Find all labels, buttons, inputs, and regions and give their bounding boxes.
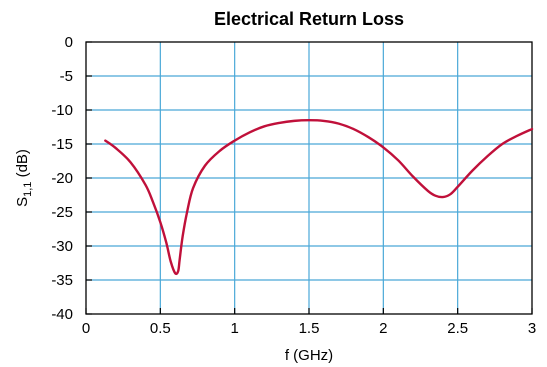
data-point <box>516 135 518 137</box>
data-point <box>293 120 295 122</box>
data-point <box>449 193 451 195</box>
data-point <box>192 187 194 189</box>
data-point <box>170 261 172 263</box>
data-point <box>531 128 533 130</box>
data-point <box>248 131 251 134</box>
data-point <box>471 169 474 172</box>
y-tick-labels: 0 -5 -10 -15 -20 -25 -30 -35 -40 <box>51 34 73 323</box>
grid-lines <box>86 42 532 314</box>
y-tick-label: -5 <box>60 68 73 85</box>
data-point <box>263 125 265 127</box>
data-point <box>457 186 459 188</box>
y-axis-label-unit: (dB) <box>14 149 31 182</box>
data-point <box>204 165 206 167</box>
x-tick-labels: 0 0.5 1 1.5 2 2.5 3 <box>82 320 536 337</box>
data-point <box>104 140 106 142</box>
y-tick-label: 0 <box>65 34 73 51</box>
data-point <box>186 211 188 213</box>
y-tick-label: -40 <box>51 306 73 323</box>
data-point <box>434 195 436 197</box>
series-line <box>104 119 534 276</box>
data-point <box>367 136 370 138</box>
x-tick-label: 0 <box>82 320 90 337</box>
y-axis-label-subscript: 1,1 <box>22 182 34 197</box>
data-point <box>308 119 310 121</box>
y-tick-label: -20 <box>51 170 73 187</box>
data-point <box>338 123 340 125</box>
plot-frame <box>85 41 533 315</box>
x-tick-label: 3 <box>528 320 536 337</box>
y-tick-label: -35 <box>51 272 73 289</box>
x-tick-label: 2.5 <box>447 320 468 337</box>
chart-title: Electrical Return Loss <box>214 9 404 29</box>
data-point <box>159 221 161 223</box>
data-point <box>412 176 414 178</box>
y-tick-label: -25 <box>51 204 73 221</box>
data-point <box>177 270 179 272</box>
series-layer <box>104 119 534 276</box>
data-point <box>182 235 184 238</box>
data-point <box>174 272 176 274</box>
y-axis-label: S1,1 (dB) <box>14 149 34 207</box>
data-point <box>427 190 429 192</box>
data-point <box>130 161 132 163</box>
data-point <box>115 147 117 149</box>
x-tick-label: 1.5 <box>299 320 320 337</box>
data-point <box>501 143 503 145</box>
data-point <box>442 196 444 198</box>
data-point <box>179 259 181 261</box>
y-tick-label: -15 <box>51 136 73 153</box>
data-point <box>144 184 147 186</box>
data-point <box>397 159 399 161</box>
data-point <box>278 122 280 124</box>
data-point <box>234 140 236 142</box>
x-tick-label: 1 <box>230 320 238 337</box>
y-tick-label: -30 <box>51 238 73 255</box>
data-point <box>353 128 355 130</box>
x-axis-label: f (GHz) <box>285 347 333 364</box>
x-tick-label: 2 <box>379 320 387 337</box>
y-tick-label: -10 <box>51 102 73 119</box>
data-point <box>486 155 488 157</box>
data-point <box>152 201 154 203</box>
data-point <box>219 150 221 152</box>
data-point <box>382 146 384 148</box>
y-axis-label-main: S <box>14 197 31 207</box>
data-point <box>165 242 167 244</box>
data-point <box>323 120 325 122</box>
x-tick-label: 0.5 <box>150 320 171 337</box>
